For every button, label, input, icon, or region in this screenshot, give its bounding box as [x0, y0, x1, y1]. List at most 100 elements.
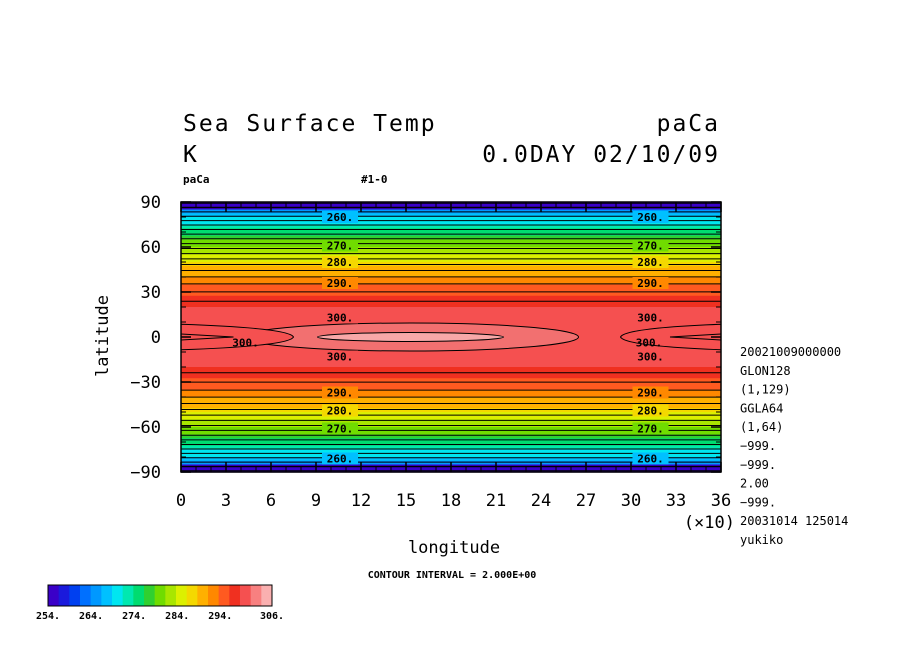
sst-band: [181, 457, 721, 462]
colorbar-swatch: [48, 585, 60, 606]
colorbar-swatch: [176, 585, 188, 606]
metadata-line: −999.: [740, 495, 776, 509]
metadata-line: (1,64): [740, 420, 783, 434]
x-tick-label: 33: [666, 491, 686, 511]
metadata-line: 20021009000000: [740, 345, 841, 359]
x-tick-label: 3: [221, 491, 231, 511]
sst-band: [181, 397, 721, 402]
colorbar-swatch: [186, 585, 198, 606]
sst-band: [181, 404, 721, 409]
y-axis-title: latitude: [93, 295, 113, 377]
x-axis-title: longitude: [408, 538, 500, 558]
contour-label-bg: [322, 277, 358, 289]
chart-title: Sea Surface Temp: [183, 111, 437, 137]
metadata-line: 2.00: [740, 477, 769, 491]
colorbar-swatch: [218, 585, 230, 606]
sst-band: [181, 277, 721, 282]
sst-band: [181, 363, 721, 368]
x-tick-label: 18: [441, 491, 461, 511]
colorbar-label: 294.: [208, 611, 232, 622]
contour-label-bg: [632, 211, 669, 223]
x-tick-label: 9: [311, 491, 321, 511]
contour-label-bg: [632, 422, 669, 435]
y-tick-label: −90: [130, 463, 161, 483]
y-tick-label: −30: [130, 373, 161, 393]
contour-label: 290.: [637, 277, 664, 290]
sst-band: [181, 220, 721, 226]
colorbar-swatch: [101, 585, 113, 606]
y-tick-label: 0: [151, 328, 161, 348]
contour-label: 270.: [637, 240, 664, 253]
contour-label: 300.: [232, 336, 259, 349]
sst-band: [181, 292, 721, 297]
contour-label: 300.: [636, 336, 663, 349]
colorbar-swatch: [208, 585, 220, 606]
sst-band: [181, 273, 721, 278]
x-tick-label: 12: [351, 491, 371, 511]
sst-band: [181, 258, 721, 263]
sst-band: [181, 307, 721, 312]
sst-band: [181, 415, 721, 421]
metadata-block: 20021009000000 GLON128 (1,129) GGLA64 (1,64)…: [740, 345, 848, 547]
colorbar-swatch: [69, 585, 81, 606]
contour-label: 300.: [637, 351, 664, 364]
east-lobe-inner-contour: [669, 333, 722, 341]
contour-label: 290.: [327, 277, 354, 290]
metadata-line: −999.: [740, 458, 776, 472]
x-tick-label: 24: [531, 491, 551, 511]
sst-band: [181, 400, 721, 406]
contour-label-bg: [632, 239, 669, 252]
colorbar-swatch: [197, 585, 209, 606]
contour-label-bg: [322, 350, 358, 363]
contour-label: 300.: [327, 351, 354, 364]
metadata-line: GLON128: [740, 364, 791, 378]
sst-band: [181, 288, 721, 293]
sst-band: [181, 243, 721, 248]
sst-band: [181, 280, 721, 286]
contour-label-bg: [632, 350, 669, 363]
metadata-line: GGLA64: [740, 401, 783, 415]
x-tick-label: 0: [176, 491, 186, 511]
colorbar-swatch: [90, 585, 102, 606]
contour-label-bg: [632, 277, 669, 289]
contour-label-bg: [322, 211, 358, 223]
sst-band: [181, 389, 721, 394]
contour-label: 260.: [327, 453, 354, 466]
y-tick-label: 60: [141, 238, 161, 258]
colorbar-swatch: [240, 585, 252, 606]
sst-band: [181, 314, 721, 319]
sst-band: [181, 408, 721, 413]
sst-band: [181, 393, 721, 398]
metadata-line: (1,129): [740, 383, 791, 397]
colorbar-swatch: [133, 585, 145, 606]
contour-labels: 260. 260. 270. 270. 280. 280. 290. 290. 300. 300.…: [232, 211, 669, 466]
sst-band: [181, 412, 721, 417]
sst-band: [181, 310, 721, 316]
y-tick-label: 30: [141, 283, 161, 303]
panel-tag-left: paCa: [183, 173, 210, 186]
contour-label: 270.: [637, 423, 664, 436]
sst-band: [181, 213, 721, 218]
contour-label: 280.: [327, 256, 354, 269]
west-lobe-contour: [180, 323, 295, 351]
metadata-line: 20031014 125014: [740, 514, 848, 528]
colorbar-swatch: [154, 585, 166, 606]
contour-label-bg: [632, 256, 669, 268]
colorbar-swatch: [229, 585, 241, 606]
sst-band: [181, 247, 721, 252]
colorbar-label: 274.: [122, 611, 146, 622]
sst-band: [181, 235, 721, 241]
contour-label-bg: [632, 386, 669, 399]
metadata-line: yukiko: [740, 533, 783, 547]
sst-band: [181, 318, 721, 323]
y-tick-label: 90: [141, 193, 161, 213]
contour-label: 280.: [327, 405, 354, 418]
sst-band: [181, 427, 721, 432]
sst-band: [181, 284, 721, 289]
contour-label: 290.: [637, 387, 664, 400]
sst-band: [181, 224, 721, 229]
sst-band: [181, 367, 721, 372]
panel-tag-mid: #1-0: [361, 173, 388, 186]
time-stamp: 0.0DAY 02/10/09: [482, 142, 720, 168]
contour-label: 270.: [327, 423, 354, 436]
